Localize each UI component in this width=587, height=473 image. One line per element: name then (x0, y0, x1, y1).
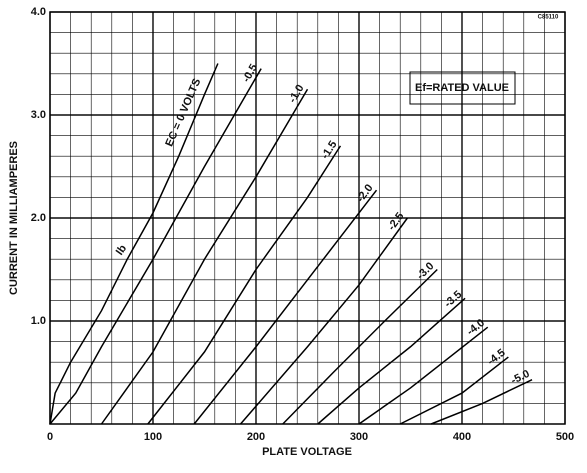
curve (49, 63, 219, 425)
curve-label: -1.0 (287, 83, 307, 105)
curve-label: -1.5 (319, 139, 339, 161)
curve-label: -3.5 (442, 289, 464, 311)
curve (430, 379, 533, 425)
x-tick-label: 400 (453, 431, 471, 443)
curve (147, 145, 342, 425)
y-tick-label: 3.0 (31, 109, 46, 121)
x-tick-label: 0 (47, 431, 53, 443)
curve (317, 297, 466, 425)
curve-label: -4.0 (465, 317, 487, 338)
y-tick-label: 2.0 (31, 212, 46, 224)
figure-code: C85110 (538, 15, 559, 21)
curve (100, 88, 309, 425)
curve-label: -2.0 (355, 182, 376, 204)
curve (282, 268, 438, 425)
x-tick-label: 100 (144, 431, 162, 443)
x-tick-label: 500 (556, 431, 574, 443)
x-axis-label: PLATE VOLTAGE (262, 446, 352, 458)
curve (399, 356, 509, 425)
curve (239, 217, 409, 425)
curve-label: -4.5 (485, 347, 507, 368)
x-tick-label: 200 (247, 431, 265, 443)
curve (193, 189, 378, 425)
curve-label: -5.0 (509, 368, 531, 387)
curve-label: -3.0 (415, 260, 437, 282)
y-axis-label: CURRENT IN MILLIAMPERES (8, 141, 20, 295)
curve-annotation: Ib (114, 242, 130, 257)
curve (358, 326, 489, 425)
curve-label: -2.5 (386, 210, 407, 232)
y-tick-label: 4.0 (31, 6, 46, 18)
x-tick-label: 300 (350, 431, 368, 443)
y-tick-label: 1.0 (31, 315, 46, 327)
curve-label: -0.5 (240, 62, 260, 84)
curve (49, 68, 262, 425)
